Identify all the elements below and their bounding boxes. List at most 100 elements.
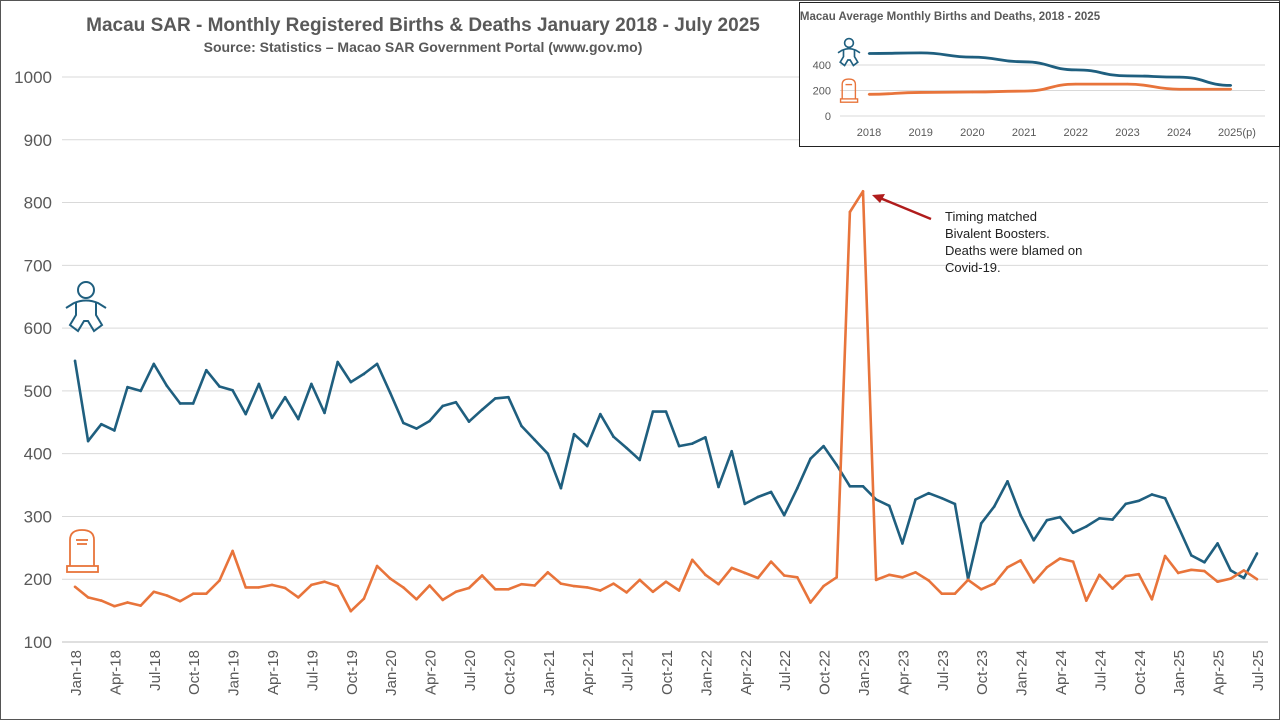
x-tick-label: Jan-23 bbox=[856, 650, 873, 696]
y-tick-label: 900 bbox=[24, 131, 52, 150]
x-tick-label: Oct-19 bbox=[344, 650, 361, 695]
data-point-births bbox=[310, 382, 313, 386]
x-tick-label: Apr-20 bbox=[423, 650, 440, 695]
data-point-deaths bbox=[848, 210, 852, 214]
data-point-deaths bbox=[835, 576, 839, 579]
data-point-deaths bbox=[283, 586, 287, 590]
data-point-births bbox=[388, 391, 392, 395]
x-tick-label: Apr-23 bbox=[895, 650, 912, 695]
data-point-births bbox=[270, 416, 274, 420]
data-point-births bbox=[993, 505, 996, 508]
inset-data-point-deaths bbox=[867, 93, 871, 96]
data-point-deaths bbox=[1124, 574, 1127, 578]
data-point-births bbox=[651, 410, 655, 413]
data-point-births bbox=[559, 486, 563, 490]
data-point-births bbox=[126, 385, 129, 389]
data-point-births bbox=[782, 513, 786, 517]
y-tick-label: 300 bbox=[24, 507, 52, 526]
data-point-deaths bbox=[756, 576, 760, 580]
data-point-deaths bbox=[310, 583, 313, 587]
inset-series-line-births bbox=[868, 51, 1231, 87]
data-point-births bbox=[756, 495, 760, 499]
data-point-births bbox=[677, 444, 681, 448]
data-point-births bbox=[1216, 542, 1219, 545]
data-point-deaths bbox=[572, 584, 576, 588]
inset-data-point-deaths bbox=[1229, 88, 1233, 91]
x-tick-label: Jul-22 bbox=[777, 650, 794, 691]
x-tick-label: Oct-24 bbox=[1132, 650, 1149, 695]
data-point-births bbox=[1058, 515, 1062, 519]
data-point-births bbox=[664, 410, 668, 413]
x-tick-label: Apr-24 bbox=[1053, 650, 1070, 695]
data-point-births bbox=[599, 412, 602, 416]
inset-x-tick-label: 2018 bbox=[857, 127, 881, 139]
data-point-deaths bbox=[822, 584, 825, 588]
data-point-deaths bbox=[677, 589, 681, 592]
data-point-deaths bbox=[1058, 557, 1062, 560]
data-point-births bbox=[244, 412, 248, 416]
x-tick-label: Jan-20 bbox=[383, 650, 400, 696]
inset-data-point-births bbox=[971, 55, 974, 59]
data-point-births bbox=[585, 444, 589, 448]
data-point-deaths bbox=[323, 580, 326, 584]
inset-data-point-deaths bbox=[1022, 89, 1026, 93]
data-point-deaths bbox=[415, 598, 418, 601]
data-point-births bbox=[493, 397, 497, 400]
data-point-births bbox=[901, 542, 904, 545]
data-point-births bbox=[953, 502, 957, 506]
data-point-births bbox=[415, 427, 418, 430]
data-point-births bbox=[730, 449, 733, 453]
data-point-births bbox=[178, 402, 182, 405]
x-tick-label: Jan-18 bbox=[68, 650, 85, 696]
data-point-births bbox=[349, 380, 353, 384]
data-point-deaths bbox=[336, 584, 339, 588]
data-point-births bbox=[283, 395, 287, 399]
data-point-births bbox=[1137, 499, 1141, 503]
data-point-deaths bbox=[467, 586, 471, 590]
data-point-births bbox=[1098, 517, 1101, 520]
data-point-births bbox=[1084, 525, 1088, 528]
data-point-births bbox=[402, 421, 405, 425]
data-point-deaths bbox=[796, 576, 799, 579]
x-tick-label: Apr-19 bbox=[265, 650, 282, 695]
data-point-births bbox=[690, 442, 694, 445]
data-point-births bbox=[1032, 539, 1036, 542]
x-tick-label: Jan-19 bbox=[226, 650, 243, 696]
data-point-deaths bbox=[493, 587, 497, 591]
inset-data-point-births bbox=[1229, 84, 1233, 87]
x-tick-label: Oct-18 bbox=[186, 650, 203, 695]
x-tick-label: Oct-22 bbox=[817, 650, 834, 695]
data-point-deaths bbox=[428, 584, 431, 587]
inset-data-point-births bbox=[1022, 60, 1026, 64]
data-point-deaths bbox=[1045, 565, 1049, 569]
inset-chart: Macau Average Monthly Births and Deaths,… bbox=[799, 2, 1280, 147]
x-tick-label: Oct-23 bbox=[974, 650, 991, 695]
data-point-births bbox=[454, 400, 458, 404]
data-point-births bbox=[1111, 518, 1114, 521]
data-point-births bbox=[218, 385, 221, 388]
inset-x-tick-label: 2022 bbox=[1064, 127, 1088, 139]
y-tick-label: 400 bbox=[24, 445, 52, 464]
data-point-deaths bbox=[191, 592, 195, 595]
inset-series-line-deaths bbox=[868, 82, 1231, 96]
data-point-deaths bbox=[704, 573, 707, 577]
inset-x-tick-label: 2021 bbox=[1012, 127, 1036, 139]
data-point-deaths bbox=[533, 584, 536, 587]
data-point-deaths bbox=[99, 599, 103, 602]
data-point-deaths bbox=[73, 585, 77, 589]
series-line-births bbox=[73, 360, 1259, 581]
data-point-deaths bbox=[1084, 599, 1088, 602]
data-point-deaths bbox=[152, 590, 156, 594]
data-point-births bbox=[848, 485, 852, 488]
data-point-births bbox=[152, 362, 156, 366]
data-point-deaths bbox=[244, 586, 248, 589]
x-tick-label: Oct-20 bbox=[501, 650, 518, 695]
data-point-deaths bbox=[599, 589, 602, 592]
data-point-births bbox=[113, 429, 116, 432]
data-point-deaths bbox=[612, 582, 615, 585]
data-point-births bbox=[533, 438, 536, 442]
data-point-births bbox=[769, 490, 773, 494]
data-point-deaths bbox=[625, 591, 628, 594]
data-point-deaths bbox=[165, 594, 169, 597]
inset-x-tick-label: 2024 bbox=[1167, 127, 1191, 139]
